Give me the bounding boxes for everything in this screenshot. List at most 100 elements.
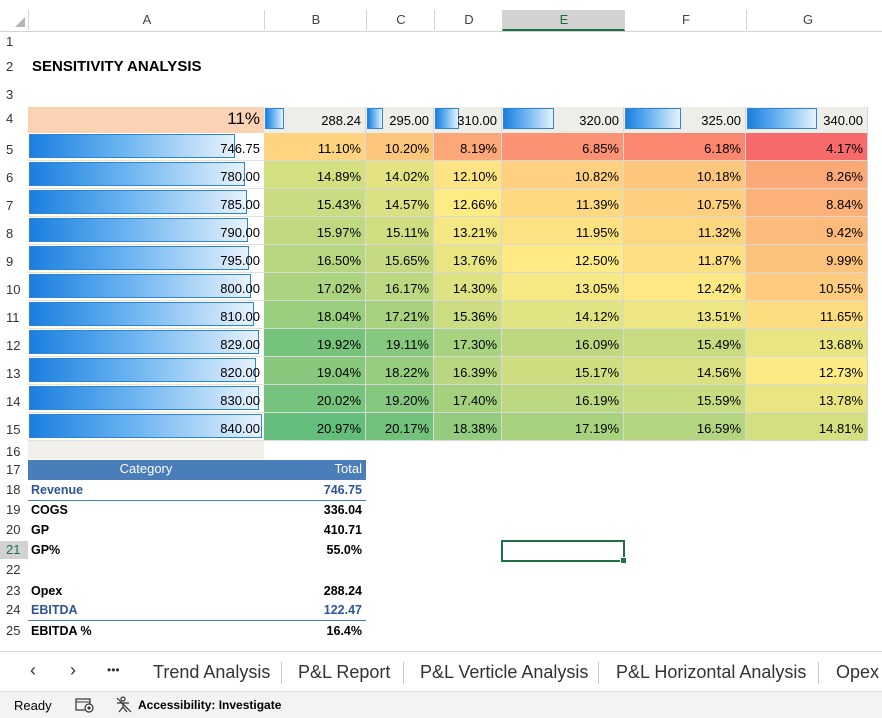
grid-cell[interactable]: 12.73%: [746, 357, 868, 385]
header-value-cell[interactable]: 340.00: [746, 107, 868, 133]
grid-cell[interactable]: 16.17%: [366, 273, 434, 301]
grid-cell[interactable]: 19.20%: [366, 385, 434, 413]
grid-cell[interactable]: 10.20%: [366, 133, 434, 161]
grid-cell[interactable]: 6.18%: [624, 133, 746, 161]
table-row[interactable]: GP% 55.0%: [28, 541, 366, 561]
row-header-13[interactable]: 13: [6, 366, 21, 381]
grid-cell[interactable]: 10.75%: [624, 189, 746, 217]
row-header-11[interactable]: 11: [6, 310, 20, 325]
more-tabs-button[interactable]: •••: [107, 663, 120, 677]
grid-cell[interactable]: 12.50%: [502, 245, 624, 273]
grid-cell[interactable]: 19.92%: [264, 329, 366, 357]
grid-cell[interactable]: 9.99%: [746, 245, 868, 273]
accessibility-icon[interactable]: [115, 696, 133, 714]
grid-cell[interactable]: 15.36%: [434, 301, 502, 329]
row-header-25[interactable]: 25: [6, 623, 21, 638]
grid-cell[interactable]: 11.95%: [502, 217, 624, 245]
table-row[interactable]: EBITDA % 16.4%: [28, 622, 366, 642]
row-value-cell[interactable]: 790.00: [28, 217, 264, 245]
row-header-9[interactable]: 9: [6, 254, 14, 269]
grid-cell[interactable]: 10.18%: [624, 161, 746, 189]
row-value-cell[interactable]: 840.00: [28, 413, 264, 441]
column-header-c[interactable]: C: [366, 10, 435, 30]
grid-cell[interactable]: 15.17%: [502, 357, 624, 385]
tab-pl-verticle-analysis[interactable]: P&L Verticle Analysis: [420, 662, 589, 682]
grid-cell[interactable]: 13.76%: [434, 245, 502, 273]
row-header-12[interactable]: 12: [6, 338, 21, 353]
column-header-a[interactable]: A: [28, 10, 265, 30]
header-value-cell[interactable]: 288.24: [264, 107, 366, 133]
table-row[interactable]: GP 410.71: [28, 521, 366, 541]
grid-cell[interactable]: 20.02%: [264, 385, 366, 413]
grid-cell[interactable]: 11.32%: [624, 217, 746, 245]
grid-cell[interactable]: 13.78%: [746, 385, 868, 413]
grid-cell[interactable]: 16.50%: [264, 245, 366, 273]
row-header-5[interactable]: 5: [6, 142, 14, 157]
grid-cell[interactable]: 18.38%: [434, 413, 502, 441]
select-all-corner[interactable]: [0, 10, 28, 30]
row-header-2[interactable]: 2: [6, 59, 14, 74]
row-value-cell[interactable]: 780.00: [28, 161, 264, 189]
grid-cell[interactable]: 15.97%: [264, 217, 366, 245]
table-row[interactable]: [28, 561, 366, 581]
grid-cell[interactable]: 12.42%: [624, 273, 746, 301]
grid-cell[interactable]: 12.66%: [434, 189, 502, 217]
grid-cell[interactable]: 14.57%: [366, 189, 434, 217]
header-value-cell[interactable]: 320.00: [502, 107, 624, 133]
row-header-4[interactable]: 4: [6, 111, 14, 126]
grid-cell[interactable]: 17.21%: [366, 301, 434, 329]
grid-cell[interactable]: 9.42%: [746, 217, 868, 245]
tab-scroll-prev-button[interactable]: ‹: [30, 660, 36, 680]
row-header-6[interactable]: 6: [6, 170, 14, 185]
grid-cell[interactable]: 10.55%: [746, 273, 868, 301]
grid-cell[interactable]: 14.12%: [502, 301, 624, 329]
row-header-24[interactable]: 24: [6, 602, 21, 617]
column-header-e[interactable]: E: [502, 10, 625, 31]
grid-cell[interactable]: 12.10%: [434, 161, 502, 189]
row-header-16[interactable]: 16: [6, 444, 21, 459]
grid-cell[interactable]: 4.17%: [746, 133, 868, 161]
grid-cell[interactable]: 15.11%: [366, 217, 434, 245]
row-header-18[interactable]: 18: [6, 482, 21, 497]
grid-cell[interactable]: 13.51%: [624, 301, 746, 329]
row-header-23[interactable]: 23: [6, 583, 21, 598]
row-value-cell[interactable]: 820.00: [28, 357, 264, 385]
grid-cell[interactable]: 16.39%: [434, 357, 502, 385]
column-header-d[interactable]: D: [434, 10, 503, 30]
grid-cell[interactable]: 14.56%: [624, 357, 746, 385]
row-value-cell[interactable]: 829.00: [28, 329, 264, 357]
grid-cell[interactable]: 11.87%: [624, 245, 746, 273]
column-header-b[interactable]: B: [264, 10, 367, 30]
grid-cell[interactable]: 15.65%: [366, 245, 434, 273]
row-value-cell[interactable]: 830.00: [28, 385, 264, 413]
table-row[interactable]: Revenue 746.75: [28, 481, 366, 501]
tab-scroll-next-button[interactable]: ›: [70, 660, 76, 680]
row-value-cell[interactable]: 810.00: [28, 301, 264, 329]
grid-cell[interactable]: 14.81%: [746, 413, 868, 441]
grid-cell[interactable]: 17.19%: [502, 413, 624, 441]
column-header-f[interactable]: F: [624, 10, 747, 30]
table-row[interactable]: EBITDA 122.47: [28, 601, 366, 621]
macro-record-icon[interactable]: [75, 697, 95, 713]
grid-cell[interactable]: 16.09%: [502, 329, 624, 357]
column-header-g[interactable]: G: [746, 10, 869, 30]
table-row[interactable]: COGS 336.04: [28, 501, 366, 521]
tab-trend-analysis[interactable]: Trend Analysis: [153, 662, 271, 682]
accessibility-status[interactable]: Accessibility: Investigate: [138, 698, 282, 712]
row-header-1[interactable]: 1: [6, 34, 14, 49]
tab-pl-horizontal-analysis[interactable]: P&L Horizontal Analysis: [616, 662, 807, 682]
grid-cell[interactable]: 10.82%: [502, 161, 624, 189]
row-value-cell[interactable]: 785.00: [28, 189, 264, 217]
table-row[interactable]: Opex 288.24: [28, 582, 366, 602]
grid-cell[interactable]: 18.22%: [366, 357, 434, 385]
grid-cell[interactable]: 14.89%: [264, 161, 366, 189]
grid-cell[interactable]: 13.21%: [434, 217, 502, 245]
grid-cell[interactable]: 6.85%: [502, 133, 624, 161]
active-cell-e21[interactable]: [501, 540, 627, 564]
row-value-cell[interactable]: 795.00: [28, 245, 264, 273]
grid-cell[interactable]: 16.59%: [624, 413, 746, 441]
grid-cell[interactable]: 8.26%: [746, 161, 868, 189]
row-header-7[interactable]: 7: [6, 198, 14, 213]
grid-cell[interactable]: 14.02%: [366, 161, 434, 189]
grid-cell[interactable]: 17.02%: [264, 273, 366, 301]
